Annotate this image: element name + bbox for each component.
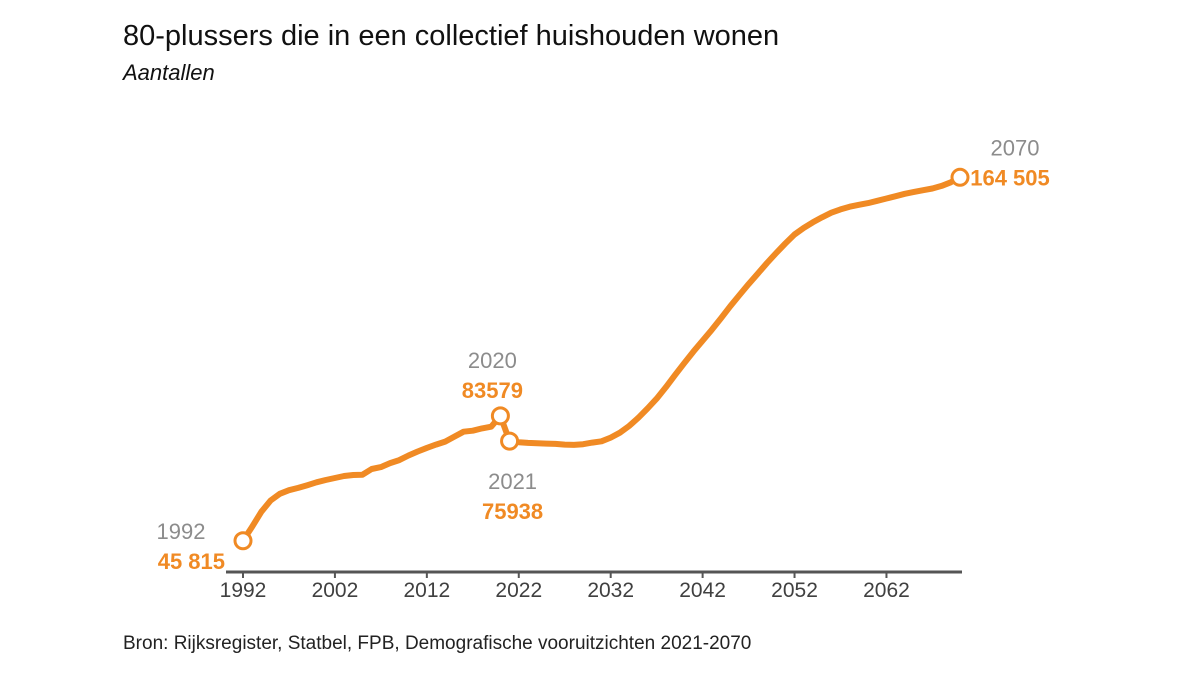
point-marker-2020 — [490, 406, 510, 426]
annotation-year: 2070 — [991, 135, 1040, 160]
point-marker-2021 — [500, 431, 520, 451]
x-tick-label: 2042 — [679, 579, 726, 602]
annotation-year: 2021 — [488, 469, 537, 494]
annotation-value: 164 505 — [970, 165, 1050, 190]
point-marker-1992 — [233, 531, 253, 551]
series-layer — [240, 174, 963, 544]
marker-layer — [233, 167, 970, 551]
x-tick-label: 2022 — [495, 579, 542, 602]
chart-subtitle: Aantallen — [123, 60, 215, 85]
x-tick-label: 1992 — [220, 579, 267, 602]
annotation-year: 1992 — [157, 519, 206, 544]
annotation-value: 75938 — [482, 499, 543, 524]
annotation-layer: 1992 45 815 2020 83579 2021 75938 2070 164 505 — [157, 135, 1050, 573]
x-tick-label: 2032 — [587, 579, 634, 602]
x-tick-label: 2062 — [863, 579, 910, 602]
x-tick-label: 2012 — [403, 579, 450, 602]
x-axis: 1992 2002 2012 2022 2032 2042 2052 2062 — [220, 570, 962, 602]
annotation-year: 2020 — [468, 348, 517, 373]
x-tick-label: 2052 — [771, 579, 818, 602]
series-line-2 — [506, 174, 963, 448]
chart-source: Bron: Rijksregister, Statbel, FPB, Demog… — [123, 633, 752, 654]
x-tick-label: 2002 — [312, 579, 359, 602]
point-marker-2070 — [950, 167, 970, 187]
annotation-value: 83579 — [462, 378, 523, 403]
annotation-value: 45 815 — [158, 549, 225, 574]
chart-title: 80-plussers die in een collectief huisho… — [123, 20, 780, 52]
series-line-1 — [240, 412, 504, 544]
